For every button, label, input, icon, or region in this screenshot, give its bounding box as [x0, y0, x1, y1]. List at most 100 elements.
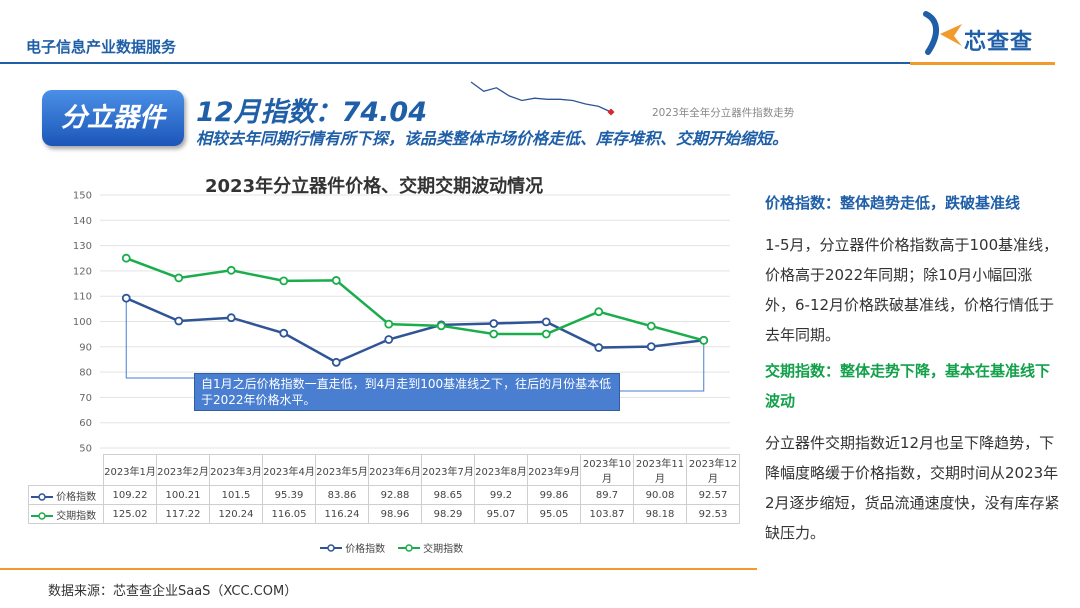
price-index-heading: 价格指数：整体趋势走低，跌破基准线 [765, 194, 1021, 212]
price-index-line [125, 297, 704, 364]
row-label-text: 交期指数 [56, 510, 97, 522]
footer-divider [0, 568, 757, 570]
price-data-point [279, 328, 289, 338]
table-cell: 116.05 [262, 504, 316, 524]
table-cell: 101.5 [209, 485, 263, 505]
table-cell: 92.88 [368, 485, 422, 505]
lead-data-point [384, 319, 394, 329]
y-tick-label: 70 [79, 393, 92, 404]
lead-index-heading: 交期指数：整体走势下降，基本在基准线下波动 [765, 362, 1051, 410]
sparkline-path [470, 81, 612, 113]
y-tick-label: 100 [73, 317, 92, 328]
index-subtitle: 相较去年同期行情有所下探，该品类整体市场价格走低、库存堆积、交期开始缩短。 [196, 129, 789, 148]
chart-legend: 价格指数 交期指数 [320, 540, 463, 555]
table-cell: 98.29 [421, 504, 475, 524]
month-header: 2023年1月 [103, 454, 157, 486]
price-series-marker-icon [31, 492, 53, 501]
lead-legend-marker-icon [397, 543, 420, 552]
month-header: 2023年10月 [580, 454, 634, 486]
table-cell: 100.21 [156, 485, 210, 505]
row-label-lead: 交期指数 [28, 504, 104, 524]
month-header: 2023年11月 [633, 454, 687, 486]
price-data-point [121, 293, 131, 303]
header-divider-accent [910, 62, 1055, 65]
data-table: 2023年1月 2023年2月 2023年3月 2023年4月 2023年5月 … [28, 454, 740, 524]
lead-data-point [121, 253, 131, 263]
lead-data-point [594, 307, 604, 317]
lead-data-point [541, 329, 551, 339]
lead-data-point [646, 321, 656, 331]
table-cell: 89.7 [580, 485, 634, 505]
lead-data-point [331, 276, 341, 285]
legend-label-price: 价格指数 [345, 544, 386, 555]
table-cell: 98.96 [368, 504, 422, 524]
table-cell: 103.87 [580, 504, 634, 524]
chart-title: 2023年分立器件价格、交期交期波动情况 [205, 176, 544, 197]
header-divider [0, 62, 910, 64]
month-header: 2023年6月 [368, 454, 422, 486]
table-cell: 120.24 [209, 504, 263, 524]
logo-text: 芯查查 [964, 30, 1034, 55]
month-header: 2023年9月 [527, 454, 581, 486]
table-row-price: 价格指数 109.22 100.21 101.5 95.39 83.86 92.… [28, 485, 740, 505]
logo-mark-icon [923, 11, 962, 55]
price-data-point [594, 343, 604, 352]
price-data-point [174, 316, 184, 326]
table-row-lead: 交期指数 125.02 117.22 120.24 116.05 116.24 … [28, 504, 740, 524]
month-header: 2023年12月 [686, 454, 740, 486]
line-chart: 50 60 70 80 90 100 110 120 130 140 150 [73, 191, 730, 455]
price-data-point [489, 319, 499, 328]
brand-logo: 芯查查 [920, 10, 1060, 60]
lead-series-marker-icon [31, 511, 53, 520]
price-legend-marker-icon [320, 543, 342, 552]
y-tick-label: 90 [79, 342, 92, 353]
table-cell: 90.08 [633, 485, 687, 505]
table-cell: 95.39 [262, 485, 316, 505]
lead-data-point [174, 273, 184, 283]
table-cell: 98.65 [421, 485, 475, 505]
row-label-price: 价格指数 [28, 485, 104, 505]
table-cell: 95.07 [474, 504, 528, 524]
price-data-point [384, 335, 394, 344]
header-service-title: 电子信息产业数据服务 [26, 38, 177, 56]
table-cell: 99.2 [474, 485, 528, 505]
index-headline: 12月指数：74.04 [196, 97, 427, 128]
table-cell: 92.53 [686, 504, 740, 524]
month-header: 2023年3月 [209, 454, 263, 486]
y-tick-label: 130 [73, 241, 92, 252]
price-index-text: 1-5月，分立器件价格指数高于100基准线，价格高于2022年同期；除10月小幅… [765, 236, 1059, 344]
price-data-point [646, 342, 656, 351]
y-tick-label: 120 [73, 266, 92, 277]
table-cell: 83.86 [315, 485, 369, 505]
price-data-point [541, 317, 551, 327]
table-cell: 125.02 [103, 504, 157, 524]
table-cell: 116.24 [315, 504, 369, 524]
month-header: 2023年8月 [474, 454, 528, 486]
table-header-row: 2023年1月 2023年2月 2023年3月 2023年4月 2023年5月 … [29, 454, 740, 486]
y-tick-label: 60 [79, 418, 92, 429]
annotation-connector [125, 298, 194, 379]
month-header: 2023年2月 [156, 454, 210, 486]
price-data-point [331, 357, 341, 367]
month-header: 2023年5月 [315, 454, 369, 486]
lead-data-point [489, 329, 499, 339]
row-label-text: 价格指数 [56, 491, 97, 503]
table-cell: 99.86 [527, 485, 581, 505]
table-cell: 92.57 [686, 485, 740, 505]
lead-index-line [125, 257, 705, 342]
y-tick-label: 150 [73, 191, 92, 202]
lead-data-point [699, 335, 709, 345]
table-cell: 98.18 [633, 504, 687, 524]
month-header: 2023年4月 [262, 454, 316, 486]
y-tick-label: 50 [79, 444, 92, 455]
data-source-note: 数据来源：芯查查企业SaaS（XCC.COM） [48, 584, 298, 599]
table-cell: 109.22 [103, 485, 157, 505]
sparkline-end-marker [607, 108, 615, 116]
y-tick-label: 110 [73, 292, 92, 303]
sparkline-caption: 2023年全年分立器件指数走势 [652, 107, 795, 119]
trend-sparkline [470, 81, 615, 116]
lead-index-text: 分立器件交期指数近12月也呈下降趋势，下降幅度略缓于价格指数，交期时间从2023… [765, 434, 1060, 542]
category-badge: 分立器件 [42, 90, 184, 146]
annotation-connector [620, 340, 705, 392]
legend-label-lead: 交期指数 [423, 544, 464, 555]
